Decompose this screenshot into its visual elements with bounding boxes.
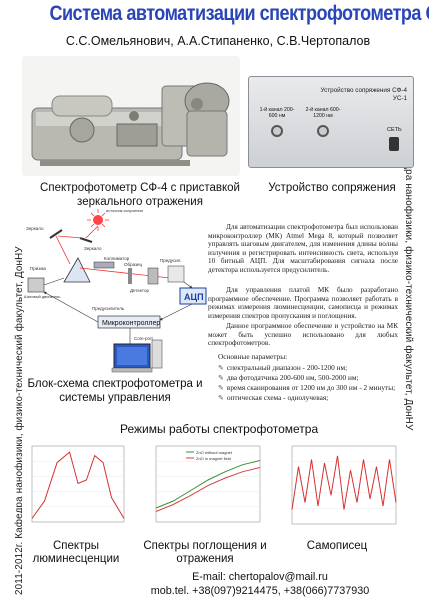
detector-label: Детектор	[130, 288, 149, 293]
plot-area	[291, 445, 397, 525]
series-line	[291, 455, 397, 510]
pen-icon: ✎	[218, 374, 224, 382]
adc-mcu-link	[159, 303, 193, 321]
description-p1: Для автоматизации спектрофотометра был и…	[208, 223, 398, 274]
adc-label: АЦП	[184, 292, 204, 302]
pen-icon: ✎	[218, 384, 224, 392]
spectrophotometer-caption: Спектрофотометр СФ-4 с приставкой зеркал…	[40, 182, 240, 208]
device-label: Устройство сопряжения СФ-4 УС-1	[320, 87, 407, 102]
authors: С.С.Омельянович, А.А.Стипаненко, С.В.Чер…	[65, 34, 371, 48]
series-line	[31, 451, 125, 519]
param-item: ✎ спектральный диапазон - 200-1200 нм;	[218, 363, 348, 372]
mirror2-label: Зеркало	[84, 246, 102, 251]
recorder-chart	[282, 440, 400, 534]
stepper-motor	[27, 277, 45, 293]
com-label: Com-port	[134, 336, 154, 341]
amplifier-label: Предусилитель	[92, 306, 125, 311]
channel2-jack	[317, 125, 329, 137]
luminescence-chart	[22, 440, 128, 532]
mcu-label: Микроконтроллер	[102, 320, 160, 327]
param-item: ✎ время сканирования от 1200 нм до 300 нм…	[218, 383, 396, 392]
detector	[147, 267, 159, 285]
series-line	[155, 460, 261, 509]
motor-label: Шаговый двигатель	[24, 294, 60, 299]
diagram-caption: Блок-схема спектрофотометра и системы уп…	[27, 378, 203, 404]
channel2-label: 2-й канал 600-1200 нм	[305, 107, 341, 119]
beam-1	[85, 225, 99, 239]
spectrophotometer-photo	[22, 56, 240, 176]
phone: mob.tel. +38(097)9214475, +38(066)773793…	[150, 585, 370, 597]
channel1-jack	[271, 125, 283, 137]
recorder-label: Самописец	[306, 540, 368, 552]
page-title: Система автоматизации спектрофотометра С…	[49, 2, 429, 25]
pen-icon: ✎	[218, 364, 224, 372]
adc-block	[179, 287, 207, 305]
sample-label: Образец	[124, 262, 143, 267]
beam-2	[57, 235, 83, 239]
interface-caption: Устройство сопряжения	[268, 182, 396, 194]
mirror-left	[49, 229, 63, 239]
legend-label: ZnO without magnet	[196, 450, 233, 455]
absorption-label: Спектры поглощения и отражения	[143, 540, 267, 565]
contacts: E-mail: chertopalov@mail.ru mob.tel. +38…	[110, 570, 410, 598]
computer-icon	[111, 339, 163, 373]
param-item: ✎ два фотодатчика 200-600 нм, 500-2000 нм…	[218, 373, 359, 382]
preamp-adc-link	[183, 281, 193, 289]
mcu-motor-link	[43, 291, 99, 323]
mirror-right	[79, 237, 93, 243]
email: E-mail: chertopalov@mail.ru	[192, 571, 328, 583]
description-p2: Для управления платой МК было разработан…	[208, 286, 398, 320]
power-label: СЕТЬ	[387, 127, 402, 133]
prism	[63, 257, 91, 283]
source-label: источник излучения	[106, 208, 143, 213]
parameters-heading: Основные параметры:	[218, 352, 288, 361]
collimator-label: Коллиматор	[104, 256, 130, 261]
prism-label: Призма	[30, 266, 46, 271]
parameters-list: Основные параметры: ✎ спектральный диапаз…	[218, 352, 396, 403]
param-item: ✎ оптическая схема - однолучевая;	[218, 393, 329, 402]
beam-3	[55, 235, 71, 265]
series-line	[155, 467, 261, 512]
motor-link	[43, 277, 65, 286]
legend-label: ZnO in magnet field	[196, 456, 231, 461]
luminescence-label: Спектры люминесценции	[32, 540, 120, 565]
mirror1-label: Зеркало	[26, 226, 44, 231]
power-switch	[389, 137, 399, 151]
interface-device-photo: Устройство сопряжения СФ-4 УС-1 1-й кана…	[248, 76, 414, 168]
source-lamp	[87, 209, 109, 231]
preamp-box	[167, 265, 185, 283]
preamp-label: Предусил.	[160, 258, 182, 263]
pen-icon: ✎	[218, 394, 224, 402]
block-diagram: источник излучения Зеркало Зеркало Призм…	[24, 208, 207, 373]
sample	[128, 268, 132, 284]
modes-title: Режимы работы спектрофотометра	[120, 422, 319, 436]
description-p3: Данное программное обеспечение и устройс…	[208, 322, 398, 348]
channel1-label: 1-й канал 200-600 нм	[259, 107, 295, 119]
collimator	[93, 261, 115, 269]
plot-area	[155, 445, 261, 523]
